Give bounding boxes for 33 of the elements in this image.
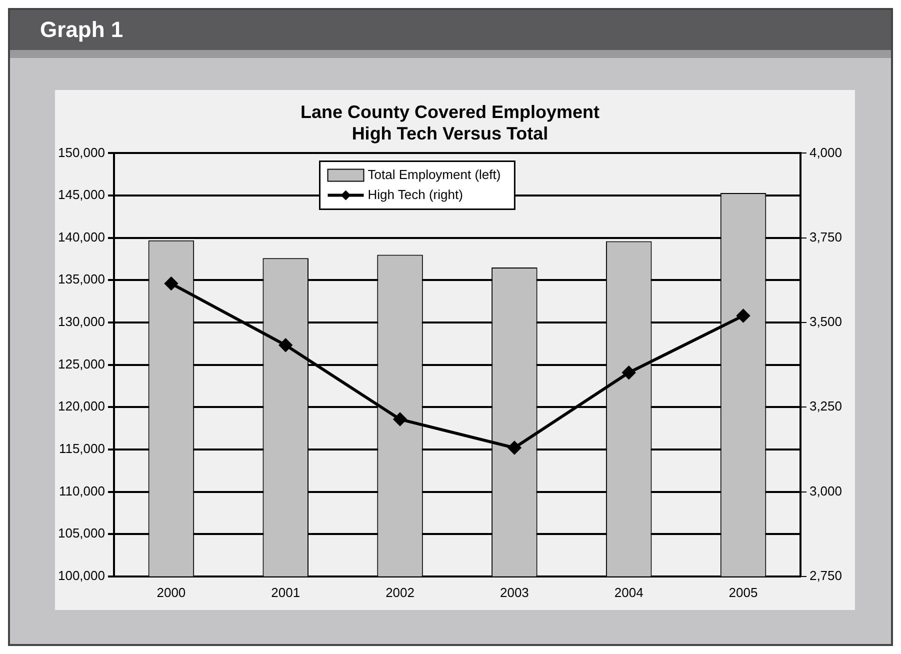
y-tick-label: 130,000 xyxy=(58,314,105,330)
point xyxy=(394,412,407,426)
x-tick-label: 2002 xyxy=(386,584,414,600)
y-tick-label: 120,000 xyxy=(58,398,105,414)
y-tick-label: 110,000 xyxy=(58,483,105,498)
x-tick-label: 2001 xyxy=(271,584,300,600)
y2-tick-label: 3,000 xyxy=(809,483,842,498)
chart-title: Lane County Covered Employment High Tech Versus Total xyxy=(300,102,600,144)
y-tick-label: 140,000 xyxy=(58,229,105,244)
point xyxy=(164,277,178,290)
y-tick-label: 125,000 xyxy=(58,356,105,372)
legend-label: High Tech (right) xyxy=(368,186,463,202)
y-tick-label: 150,000 xyxy=(58,144,105,160)
y-tick-label: 100,000 xyxy=(58,568,105,583)
legend-label: Total Employment (left) xyxy=(368,166,501,182)
y2-tick-label: 2,750 xyxy=(809,568,842,583)
y-tick-label: 115,000 xyxy=(58,441,105,456)
x-tick-label: 2004 xyxy=(614,584,644,600)
point xyxy=(736,309,750,322)
chart-subtitle: Graph 1 xyxy=(10,10,891,50)
y2-tick-label: 3,250 xyxy=(809,398,842,414)
y2-tick-label: 3,500 xyxy=(809,314,842,330)
point xyxy=(622,366,636,380)
x-tick-label: 2005 xyxy=(728,584,758,600)
y2-tick-label: 3,750 xyxy=(809,229,842,244)
y-tick-label: 135,000 xyxy=(58,272,105,287)
x-tick-label: 2003 xyxy=(500,584,529,600)
x-tick-label: 2000 xyxy=(156,584,186,600)
y-tick-label: 145,000 xyxy=(58,187,105,202)
y-tick-label: 105,000 xyxy=(58,526,105,541)
point xyxy=(508,441,521,454)
point xyxy=(279,338,292,352)
y2-tick-label: 4,000 xyxy=(809,144,842,160)
